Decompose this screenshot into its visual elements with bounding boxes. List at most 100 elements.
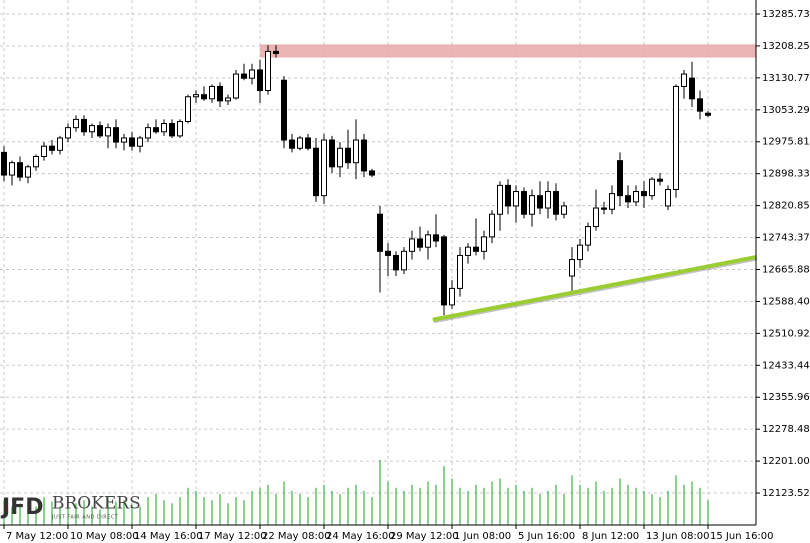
candle-body <box>601 207 607 210</box>
candle-body <box>369 170 375 176</box>
candle-body <box>681 73 687 87</box>
candle-body <box>49 145 55 151</box>
candle-body <box>169 123 175 137</box>
x-tick-label: 22 May 08:00 <box>262 531 331 542</box>
candle-body <box>497 184 503 215</box>
candle-body <box>273 50 279 54</box>
candle-body <box>25 166 31 178</box>
x-tick-label: 15 Jun 16:00 <box>710 531 774 542</box>
candle-body <box>209 85 215 100</box>
candle-body <box>305 137 311 149</box>
trend-line-shadow <box>433 257 758 324</box>
candle-body <box>89 125 95 133</box>
trend-line <box>432 255 757 322</box>
candle-body <box>177 120 183 137</box>
candle-body <box>529 195 535 215</box>
x-tick-label: 7 May 12:00 <box>6 531 68 542</box>
candle-body <box>489 213 495 238</box>
x-tick-label: 24 May 16:00 <box>326 531 395 542</box>
candle-body <box>473 246 479 252</box>
logo-brand: JFD <box>0 495 43 520</box>
candle-body <box>697 98 703 112</box>
candle-body <box>625 195 631 203</box>
x-tick-label: 10 May 08:00 <box>70 531 139 542</box>
y-tick-label: 12433.44 <box>762 360 810 371</box>
x-tick-label: 14 May 16:00 <box>134 531 203 542</box>
y-tick-label: 12743.37 <box>762 233 810 244</box>
candle-body <box>137 137 143 147</box>
candle-body <box>593 207 599 228</box>
candle-body <box>145 127 151 139</box>
x-tick-label: 1 Jun 08:00 <box>454 531 511 542</box>
candle-body <box>105 127 111 137</box>
candle-body <box>409 238 415 252</box>
candle-body <box>649 178 655 197</box>
candle-body <box>265 50 271 92</box>
candle-body <box>73 118 79 129</box>
candle-body <box>297 137 303 149</box>
candle-body <box>345 147 351 164</box>
candle-body <box>193 94 199 98</box>
candle-body <box>673 85 679 190</box>
candle-body <box>97 125 103 137</box>
candle-body <box>201 94 207 100</box>
candle-body <box>377 213 383 252</box>
candle-body <box>17 162 23 178</box>
candle-body <box>289 139 295 149</box>
y-tick-label: 12665.88 <box>762 264 810 275</box>
candle-body <box>217 85 223 102</box>
y-tick-label: 12975.81 <box>762 137 810 148</box>
candle-body <box>353 139 359 164</box>
candle-body <box>481 236 487 252</box>
candle-body <box>425 234 431 248</box>
candle-body <box>561 205 567 215</box>
y-tick-label: 13285.73 <box>762 9 810 20</box>
candle-body <box>441 236 447 306</box>
candle-body <box>665 188 671 207</box>
y-tick-label: 12201.00 <box>762 456 810 467</box>
candle-body <box>393 254 399 271</box>
y-tick-label: 12820.85 <box>762 201 810 212</box>
logo: JFD BROKERS JUST FAIR AND DIRECT <box>0 494 141 521</box>
candle-body <box>129 137 135 147</box>
candle-body <box>241 73 247 79</box>
x-tick-label: 5 Jun 16:00 <box>518 531 575 542</box>
candle-body <box>689 77 695 100</box>
y-tick-label: 12898.33 <box>762 169 810 180</box>
candle-body <box>449 287 455 306</box>
x-tick-label: 17 May 12:00 <box>198 531 267 542</box>
candle-body <box>225 97 231 102</box>
candle-body <box>113 127 119 143</box>
logo-tagline: JUST FAIR AND DIRECT <box>51 515 119 521</box>
candle-body <box>641 191 647 197</box>
candle-body <box>585 226 591 246</box>
candle-body <box>465 246 471 256</box>
candle-body <box>513 191 519 207</box>
candle-body <box>281 79 287 141</box>
candle-body <box>121 137 127 143</box>
y-tick-label: 12355.96 <box>762 392 810 403</box>
resistance-zone <box>260 44 756 58</box>
candle-body <box>401 250 407 271</box>
candle-body <box>537 195 543 209</box>
candle-body <box>161 123 167 133</box>
candle-body <box>81 118 87 133</box>
candle-body <box>417 238 423 248</box>
candle-body <box>257 69 263 92</box>
candle-body <box>617 160 623 197</box>
candle-body <box>313 147 319 197</box>
candle-body <box>337 147 343 168</box>
candle-body <box>65 127 71 139</box>
candle-body <box>433 234 439 242</box>
candle-body <box>633 191 639 203</box>
candle-body <box>569 259 575 277</box>
candle-body <box>505 184 511 207</box>
candle-body <box>321 139 327 197</box>
candle-body <box>457 254 463 289</box>
candle-body <box>553 191 559 215</box>
candle-body <box>57 137 63 151</box>
x-tick-label: 13 Jun 08:00 <box>646 531 710 542</box>
candle-body <box>361 139 367 172</box>
y-tick-label: 12278.48 <box>762 424 810 435</box>
logo-name: BROKERS <box>52 494 141 514</box>
